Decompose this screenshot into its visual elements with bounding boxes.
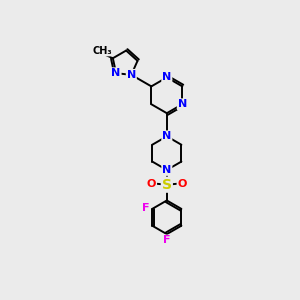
Text: N: N (162, 131, 172, 141)
Text: N: N (162, 72, 172, 82)
Text: N: N (178, 99, 187, 109)
Text: N: N (162, 165, 172, 175)
Text: O: O (178, 179, 187, 189)
Text: O: O (147, 179, 156, 189)
Text: S: S (162, 178, 172, 192)
Text: N: N (127, 70, 136, 80)
Text: F: F (163, 236, 171, 245)
Text: N: N (111, 68, 121, 78)
Text: CH₃: CH₃ (93, 46, 112, 56)
Text: F: F (142, 203, 149, 213)
